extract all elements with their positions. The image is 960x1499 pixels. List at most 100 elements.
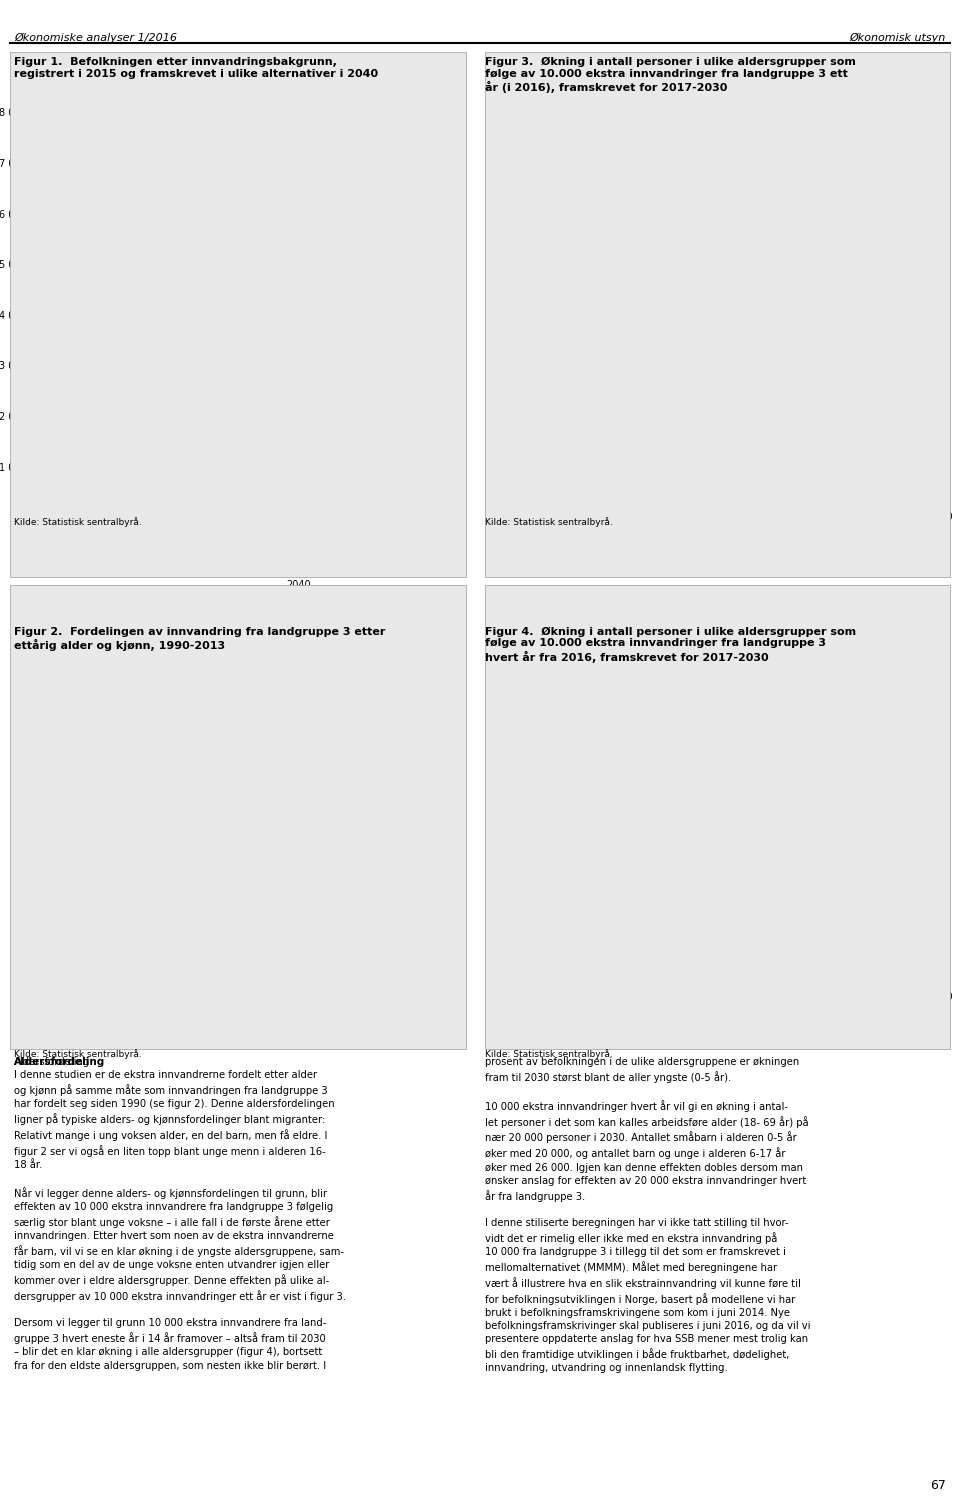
35-69 år — [815, 445, 827, 463]
Bar — [272, 441, 325, 517]
0-5 år — [576, 142, 588, 160]
0-5 år — [666, 800, 678, 818]
6-17 år — [666, 950, 678, 968]
Legend: Befolkningen ellers, Norskfødte med to innvandrerforeldre, Innvandrere (totalt): Befolkningen ellers, Norskfødte med to i… — [62, 117, 267, 160]
6-17 år — [846, 871, 857, 889]
18-34 år — [696, 378, 708, 396]
6-17 år — [726, 931, 737, 949]
70+ — [756, 971, 767, 989]
Line: 0-5 år: 0-5 år — [552, 138, 941, 408]
18-34 år — [666, 884, 678, 902]
6-17 år — [576, 466, 588, 484]
70+ — [876, 486, 887, 504]
6-17 år — [935, 334, 947, 352]
0-5 år — [876, 687, 887, 705]
Kvinner — [271, 935, 282, 953]
0-5 år — [846, 694, 857, 712]
Menn — [386, 973, 397, 991]
6-17 år — [576, 968, 588, 986]
70+ — [905, 484, 917, 502]
Text: Figur 1.  Befolkningen etter innvandringsbakgrunn,
registrert i 2015 og framskre: Figur 1. Befolkningen etter innvandrings… — [14, 57, 378, 78]
6-17 år — [726, 385, 737, 403]
0-5 år — [756, 291, 767, 309]
Menn — [271, 958, 282, 976]
18-34 år — [756, 856, 767, 874]
Line: 6-17 år: 6-17 år — [552, 830, 941, 980]
Line: 70+: 70+ — [552, 976, 941, 982]
18-34 år — [846, 445, 857, 463]
Line: 70+: 70+ — [552, 492, 941, 502]
6-17 år — [876, 854, 887, 872]
18-34 år — [696, 872, 708, 890]
0-5 år — [576, 898, 588, 916]
0-5 år — [546, 129, 558, 147]
70+ — [606, 493, 617, 511]
Text: 2040: 2040 — [286, 580, 311, 591]
Menn — [205, 687, 217, 705]
Line: 18-34 år: 18-34 år — [552, 286, 941, 472]
0-5 år — [636, 183, 647, 201]
Bar — [174, 198, 228, 436]
Text: 67: 67 — [929, 1478, 946, 1492]
18-34 år — [606, 318, 617, 336]
6-17 år — [636, 959, 647, 977]
Legend: Menn, Kvinner: Menn, Kvinner — [370, 642, 437, 672]
35-69 år — [546, 968, 558, 986]
35-69 år — [905, 448, 917, 466]
0-5 år — [636, 830, 647, 848]
70+ — [935, 967, 947, 985]
0-5 år — [726, 751, 737, 769]
70+ — [636, 973, 647, 991]
Kvinner — [107, 968, 118, 986]
70+ — [785, 490, 797, 508]
Text: Kilde: Statistisk sentralbyrå.: Kilde: Statistisk sentralbyrå. — [14, 1049, 142, 1060]
6-17 år — [666, 420, 678, 438]
0-5 år — [696, 775, 708, 793]
0-5 år — [606, 162, 617, 180]
Kvinner — [57, 977, 68, 995]
18-34 år — [576, 931, 588, 949]
Line: Kvinner: Kvinner — [62, 754, 442, 986]
35-69 år — [756, 444, 767, 462]
70+ — [756, 490, 767, 508]
Bar — [370, 429, 424, 517]
Bar — [272, 183, 325, 423]
35-69 år — [756, 934, 767, 952]
35-69 år — [785, 444, 797, 462]
18-34 år — [546, 950, 558, 968]
18-34 år — [815, 844, 827, 862]
35-69 år — [846, 447, 857, 465]
35-69 år — [935, 450, 947, 468]
18-34 år — [756, 412, 767, 430]
6-17 år — [876, 334, 887, 352]
6-17 år — [935, 821, 947, 839]
6-17 år — [905, 838, 917, 856]
18-34 år — [905, 833, 917, 851]
Kvinner — [194, 745, 205, 763]
35-69 år — [935, 908, 947, 926]
Bar — [370, 405, 424, 429]
0-5 år — [905, 385, 917, 403]
18-34 år — [576, 297, 588, 316]
Text: prosent av befolkningen i de ulike aldersgruppene er økningen
fram til 2030 stør: prosent av befolkningen i de ulike alder… — [485, 1057, 810, 1373]
Line: 18-34 år: 18-34 år — [552, 841, 941, 959]
70+ — [815, 489, 827, 507]
35-69 år — [636, 444, 647, 462]
Kvinner — [172, 829, 183, 847]
35-69 år — [846, 920, 857, 938]
18-34 år — [606, 913, 617, 931]
18-34 år — [785, 426, 797, 444]
35-69 år — [576, 962, 588, 980]
70+ — [815, 971, 827, 989]
Kvinner — [145, 940, 156, 958]
70+ — [576, 973, 588, 991]
0-5 år — [726, 264, 737, 282]
35-69 år — [876, 916, 887, 934]
6-17 år — [815, 345, 827, 363]
Menn — [436, 974, 447, 992]
35-69 år — [726, 442, 737, 460]
Text: Figur 4.  Økning i antall personer i ulike aldersgrupper som
følge av 10.000 eks: Figur 4. Økning i antall personer i ulik… — [485, 627, 856, 663]
35-69 år — [576, 445, 588, 463]
0-5 år — [935, 676, 947, 694]
18-34 år — [905, 459, 917, 477]
